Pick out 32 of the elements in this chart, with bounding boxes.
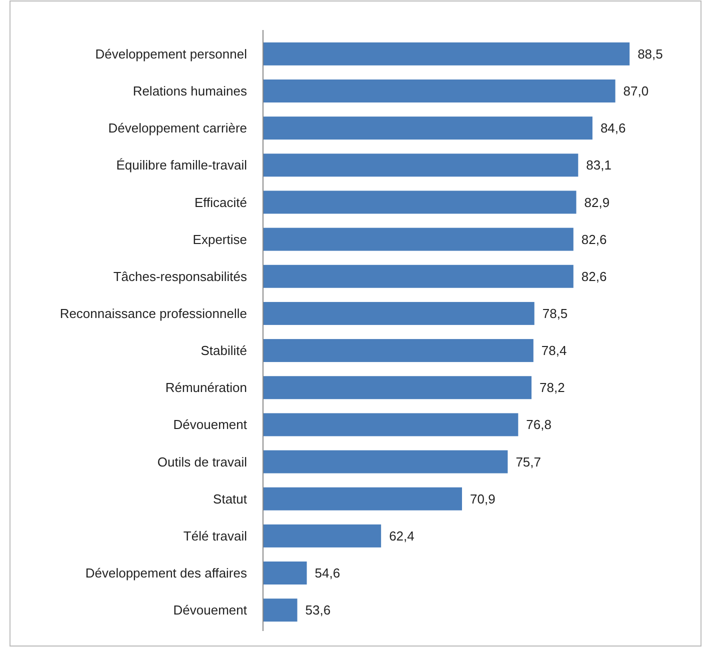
- y-tick-label: Expertise: [192, 232, 247, 247]
- y-tick-label: Statut: [213, 491, 248, 506]
- y-tick-label: Stabilité: [200, 343, 247, 358]
- y-tick-label: Relations humaines: [132, 84, 248, 99]
- data-label: 84,6: [600, 120, 626, 136]
- y-tick-label: Outils de travail: [157, 454, 248, 470]
- data-label: 82,6: [581, 232, 607, 247]
- y-tick-label: Équilibre famille-travail: [116, 158, 248, 173]
- data-label: 82,9: [584, 194, 610, 210]
- data-label: 78,2: [540, 380, 565, 396]
- y-tick-label: Développement personnel: [95, 46, 248, 62]
- data-label: 88,5: [638, 46, 663, 62]
- y-tick-label: Efficacité: [194, 194, 247, 210]
- y-tick-label: Dévouement: [173, 417, 248, 432]
- y-tick-label: Rémunération: [165, 380, 247, 396]
- y-tick-label: Tâches-responsabilités: [113, 268, 248, 284]
- data-label: 87,0: [623, 84, 649, 99]
- data-label: 78,4: [541, 343, 567, 358]
- data-label: 83,1: [586, 158, 612, 173]
- data-label: 76,8: [526, 417, 552, 432]
- y-tick-label: Développement carrière: [108, 120, 247, 136]
- y-tick-label: Dévouement: [173, 602, 248, 618]
- data-label: 70,9: [470, 491, 496, 506]
- data-label: 75,7: [516, 454, 542, 470]
- data-label: 54,6: [314, 566, 340, 581]
- y-tick-label: Télé travail: [183, 528, 248, 544]
- data-label: 53,6: [305, 602, 331, 618]
- data-label: 62,4: [389, 528, 414, 544]
- data-label: 82,6: [581, 268, 607, 284]
- data-label: 78,5: [542, 306, 568, 322]
- y-tick-label: Développement des affaires: [85, 566, 248, 581]
- y-tick-label: Reconnaissance professionnelle: [60, 306, 247, 322]
